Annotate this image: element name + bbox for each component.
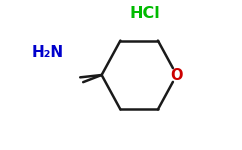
Text: H₂N: H₂N [31,45,63,60]
Text: HCl: HCl [130,6,161,21]
Text: O: O [170,68,183,82]
